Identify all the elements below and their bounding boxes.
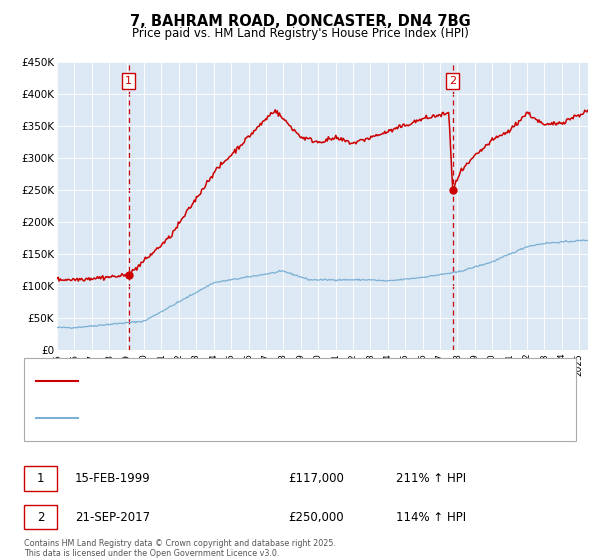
- Text: 21-SEP-2017: 21-SEP-2017: [75, 511, 150, 524]
- Text: 114% ↑ HPI: 114% ↑ HPI: [396, 511, 466, 524]
- FancyBboxPatch shape: [24, 358, 576, 441]
- Text: 2: 2: [37, 511, 44, 524]
- Text: HPI: Average price, semi-detached house, Doncaster: HPI: Average price, semi-detached house,…: [87, 413, 345, 423]
- FancyBboxPatch shape: [24, 466, 57, 491]
- Text: £117,000: £117,000: [288, 472, 344, 485]
- Text: £250,000: £250,000: [288, 511, 344, 524]
- Text: 15-FEB-1999: 15-FEB-1999: [75, 472, 151, 485]
- FancyBboxPatch shape: [24, 505, 57, 529]
- Text: 2: 2: [449, 76, 456, 86]
- Text: 1: 1: [125, 76, 132, 86]
- Text: 211% ↑ HPI: 211% ↑ HPI: [396, 472, 466, 485]
- Text: Price paid vs. HM Land Registry's House Price Index (HPI): Price paid vs. HM Land Registry's House …: [131, 27, 469, 40]
- Text: 7, BAHRAM ROAD, DONCASTER, DN4 7BG (semi-detached house): 7, BAHRAM ROAD, DONCASTER, DN4 7BG (semi…: [87, 376, 408, 386]
- Text: Contains HM Land Registry data © Crown copyright and database right 2025.
This d: Contains HM Land Registry data © Crown c…: [24, 539, 336, 558]
- Text: 7, BAHRAM ROAD, DONCASTER, DN4 7BG: 7, BAHRAM ROAD, DONCASTER, DN4 7BG: [130, 14, 470, 29]
- Text: 1: 1: [37, 472, 44, 485]
